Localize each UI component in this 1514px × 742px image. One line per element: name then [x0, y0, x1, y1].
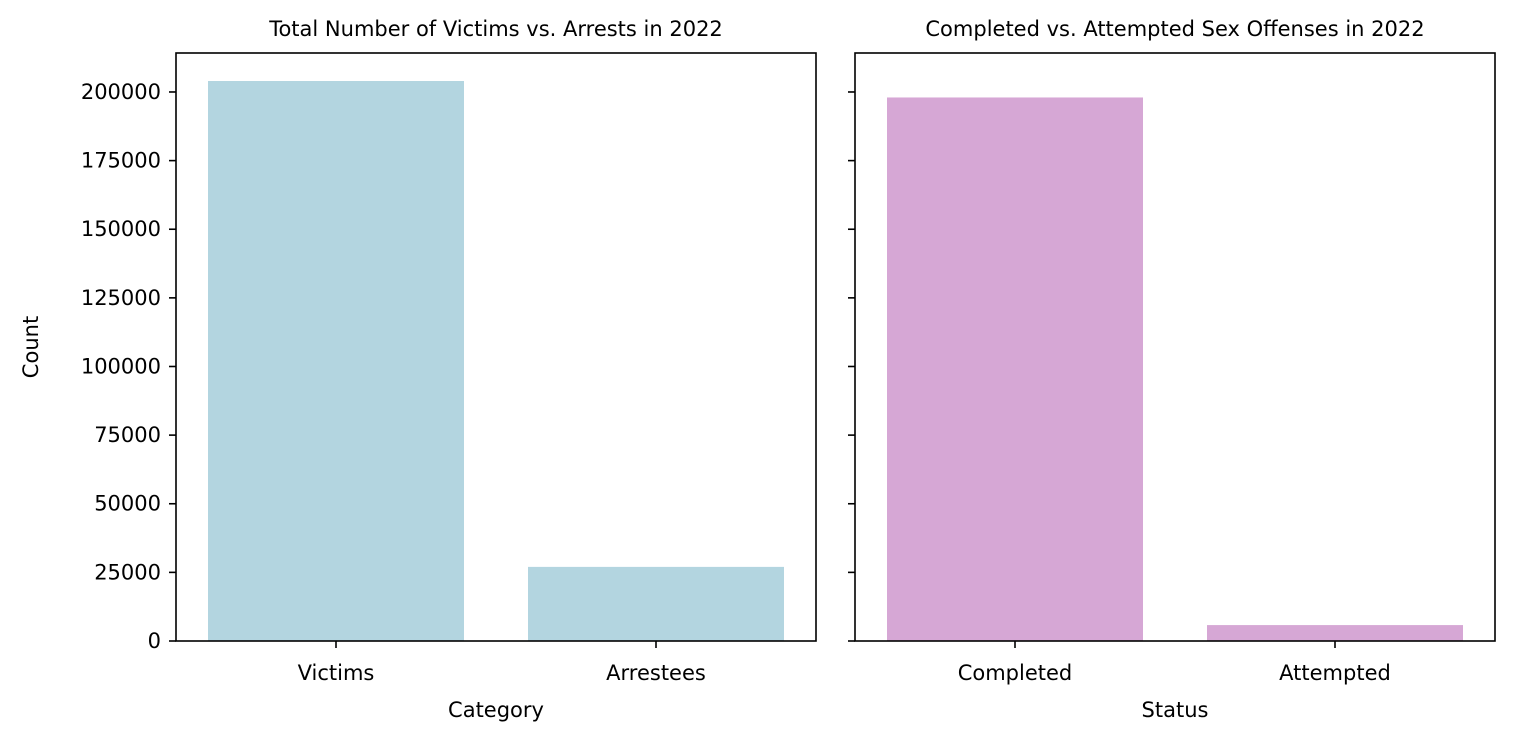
- plot-frame-right: [854, 52, 1496, 642]
- chart-panel-victims-arrests: Total Number of Victims vs. Arrests in 2…: [19, 17, 817, 722]
- x-axis-ticks-right: Completed Attempted: [958, 641, 1391, 685]
- x-tick-label: Attempted: [1279, 661, 1391, 685]
- x-tick-label: Arrestees: [606, 661, 706, 685]
- y-tick-label: 175000: [81, 149, 161, 173]
- y-tick-label: 200000: [81, 80, 161, 104]
- y-tick-label: 100000: [81, 354, 161, 378]
- bars-left: [208, 81, 784, 641]
- chart-panel-completed-attempted: Completed vs. Attempted Sex Offenses in …: [848, 17, 1496, 722]
- y-tick-label: 150000: [81, 217, 161, 241]
- chart-title-left: Total Number of Victims vs. Arrests in 2…: [268, 17, 723, 41]
- bar-completed: [887, 97, 1143, 642]
- y-axis-ticks-left: 0 25000 50000 75000 100000 125000 150000 175000…: [81, 80, 176, 653]
- x-tick-label: Victims: [298, 661, 375, 685]
- bars-right: [887, 97, 1463, 642]
- y-tick-label: 0: [148, 629, 161, 653]
- y-axis-ticks-right: [848, 91, 855, 642]
- y-tick-label: 125000: [81, 286, 161, 310]
- y-axis-label-left: Count: [19, 316, 43, 378]
- x-axis-label-left: Category: [448, 698, 544, 722]
- x-tick-label: Completed: [958, 661, 1073, 685]
- chart-title-right: Completed vs. Attempted Sex Offenses in …: [925, 17, 1424, 41]
- y-tick-label: 25000: [94, 560, 161, 584]
- bar-arrestees: [528, 566, 784, 641]
- x-axis-label-right: Status: [1142, 698, 1209, 722]
- x-axis-ticks-left: Victims Arrestees: [298, 641, 706, 685]
- bar-victims: [208, 81, 464, 641]
- plot-frame-left: [175, 52, 817, 642]
- y-tick-label: 50000: [94, 492, 161, 516]
- y-tick-label: 75000: [94, 423, 161, 447]
- bar-attempted: [1207, 625, 1463, 641]
